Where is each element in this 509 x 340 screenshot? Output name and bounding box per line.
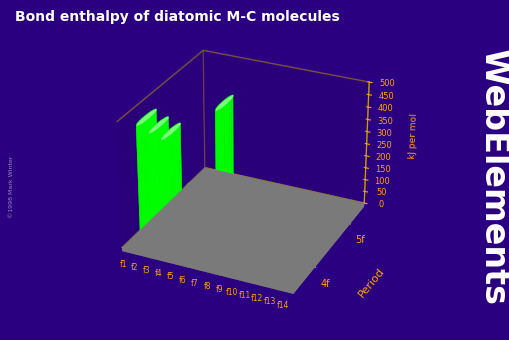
Y-axis label: Period: Period bbox=[355, 266, 385, 300]
Text: WebElements: WebElements bbox=[476, 49, 509, 305]
Text: ©1998 Mark Winter: ©1998 Mark Winter bbox=[9, 156, 14, 218]
Text: www.webelements.com: www.webelements.com bbox=[181, 301, 328, 311]
Text: Bond enthalpy of diatomic M-C molecules: Bond enthalpy of diatomic M-C molecules bbox=[15, 10, 340, 24]
